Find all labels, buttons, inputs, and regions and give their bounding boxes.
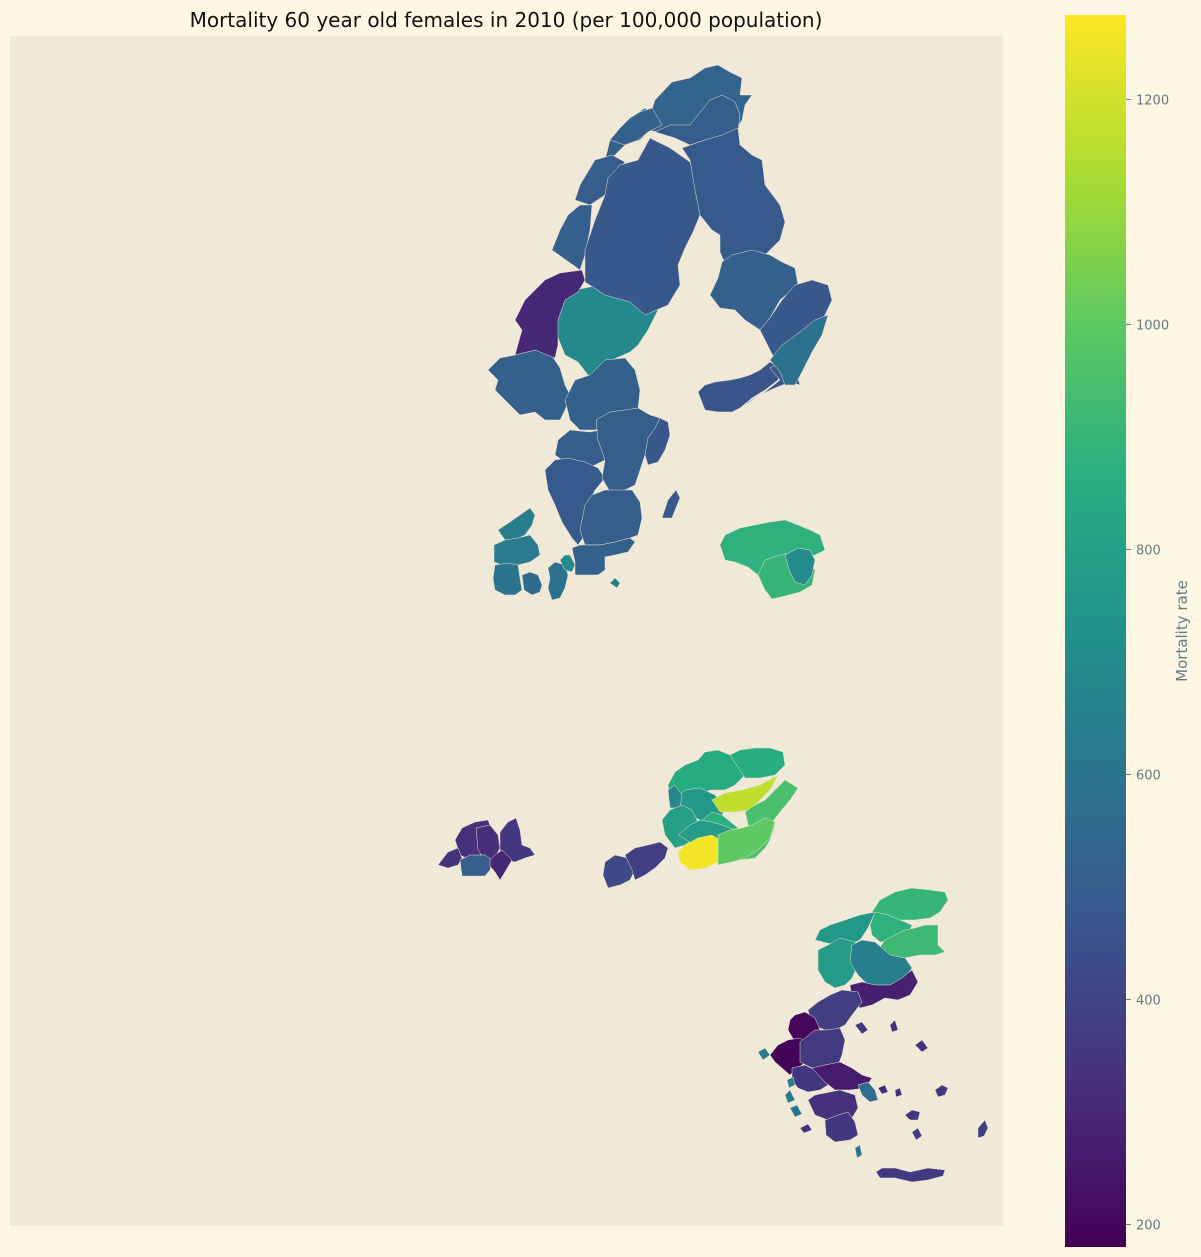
map-regions [437,64,989,1183]
region-bulgaria-58 [817,937,863,989]
region-denmark-29 [559,554,576,573]
region-switzerland-53 [489,849,513,881]
region-greece-84 [894,1087,903,1098]
region-sweden-10 [609,107,663,146]
region-hungary-38 [711,774,779,813]
region-denmark-28 [547,561,569,601]
colorbar-ticks: 200 400 600 800 1000 1200 [1126,93,1169,1233]
region-greece-81 [911,1127,923,1141]
region-norway-4 [551,204,593,271]
region-hungary-37 [667,784,683,809]
region-finland-23 [644,417,671,466]
region-slovenia-47 [624,841,669,881]
region-denmark-26 [492,562,523,596]
region-greece-66 [811,1061,873,1091]
region-greece-69 [824,1111,859,1143]
region-greece-60 [849,969,919,1009]
colorbar-tick-label: 1200 [1136,93,1169,108]
region-greece-82 [977,1119,989,1139]
colorbar-tick-label: 400 [1136,993,1161,1008]
region-sweden-17 [769,314,829,386]
region-switzerland-50 [437,847,463,869]
map-area [10,36,1003,1226]
region-denmark-30 [609,577,621,589]
map-title: Mortality 60 year old females in 2010 (p… [190,8,823,32]
region-greece-70 [875,1167,946,1183]
region-finland-22 [571,537,636,576]
colorbar-tick-label: 800 [1136,543,1161,558]
region-sweden-18 [661,489,681,519]
colorbar-tick-label: 600 [1136,768,1161,783]
region-switzerland-51 [459,854,493,877]
colorbar: 200 400 600 800 1000 1200 Mortality rate [1065,15,1191,1247]
region-greece-80 [904,1109,921,1121]
region-greece-61 [807,989,863,1031]
region-hungary-35 [729,747,786,779]
region-greece-76 [789,1104,803,1118]
region-greece-72 [889,1019,899,1033]
region-greece-78 [914,1039,929,1053]
region-greece-74 [786,1076,796,1089]
region-greece-73 [757,1047,771,1061]
region-sweden-13 [709,249,799,331]
region-norway-2 [574,154,626,206]
colorbar-tick-label: 200 [1136,1218,1161,1233]
region-greece-64 [799,1027,846,1069]
region-hungary-45 [717,817,776,866]
region-greece-79 [934,1084,949,1098]
region-greece-75 [784,1089,796,1104]
region-greece-83 [877,1084,889,1095]
region-greece-77 [799,1123,813,1134]
region-slovenia-46 [602,854,636,889]
region-greece-67 [857,1081,879,1103]
region-bulgaria-56 [877,924,946,959]
colorbar-gradient [1065,15,1126,1247]
region-lithuania-33 [784,547,816,586]
colorbar-label: Mortality rate [1173,580,1191,682]
region-norway-3 [554,284,659,379]
colorbar-tick-label: 1000 [1136,318,1169,333]
region-greece-71 [854,1021,869,1035]
region-greece-85 [854,1144,863,1159]
region-denmark-27 [521,571,543,596]
